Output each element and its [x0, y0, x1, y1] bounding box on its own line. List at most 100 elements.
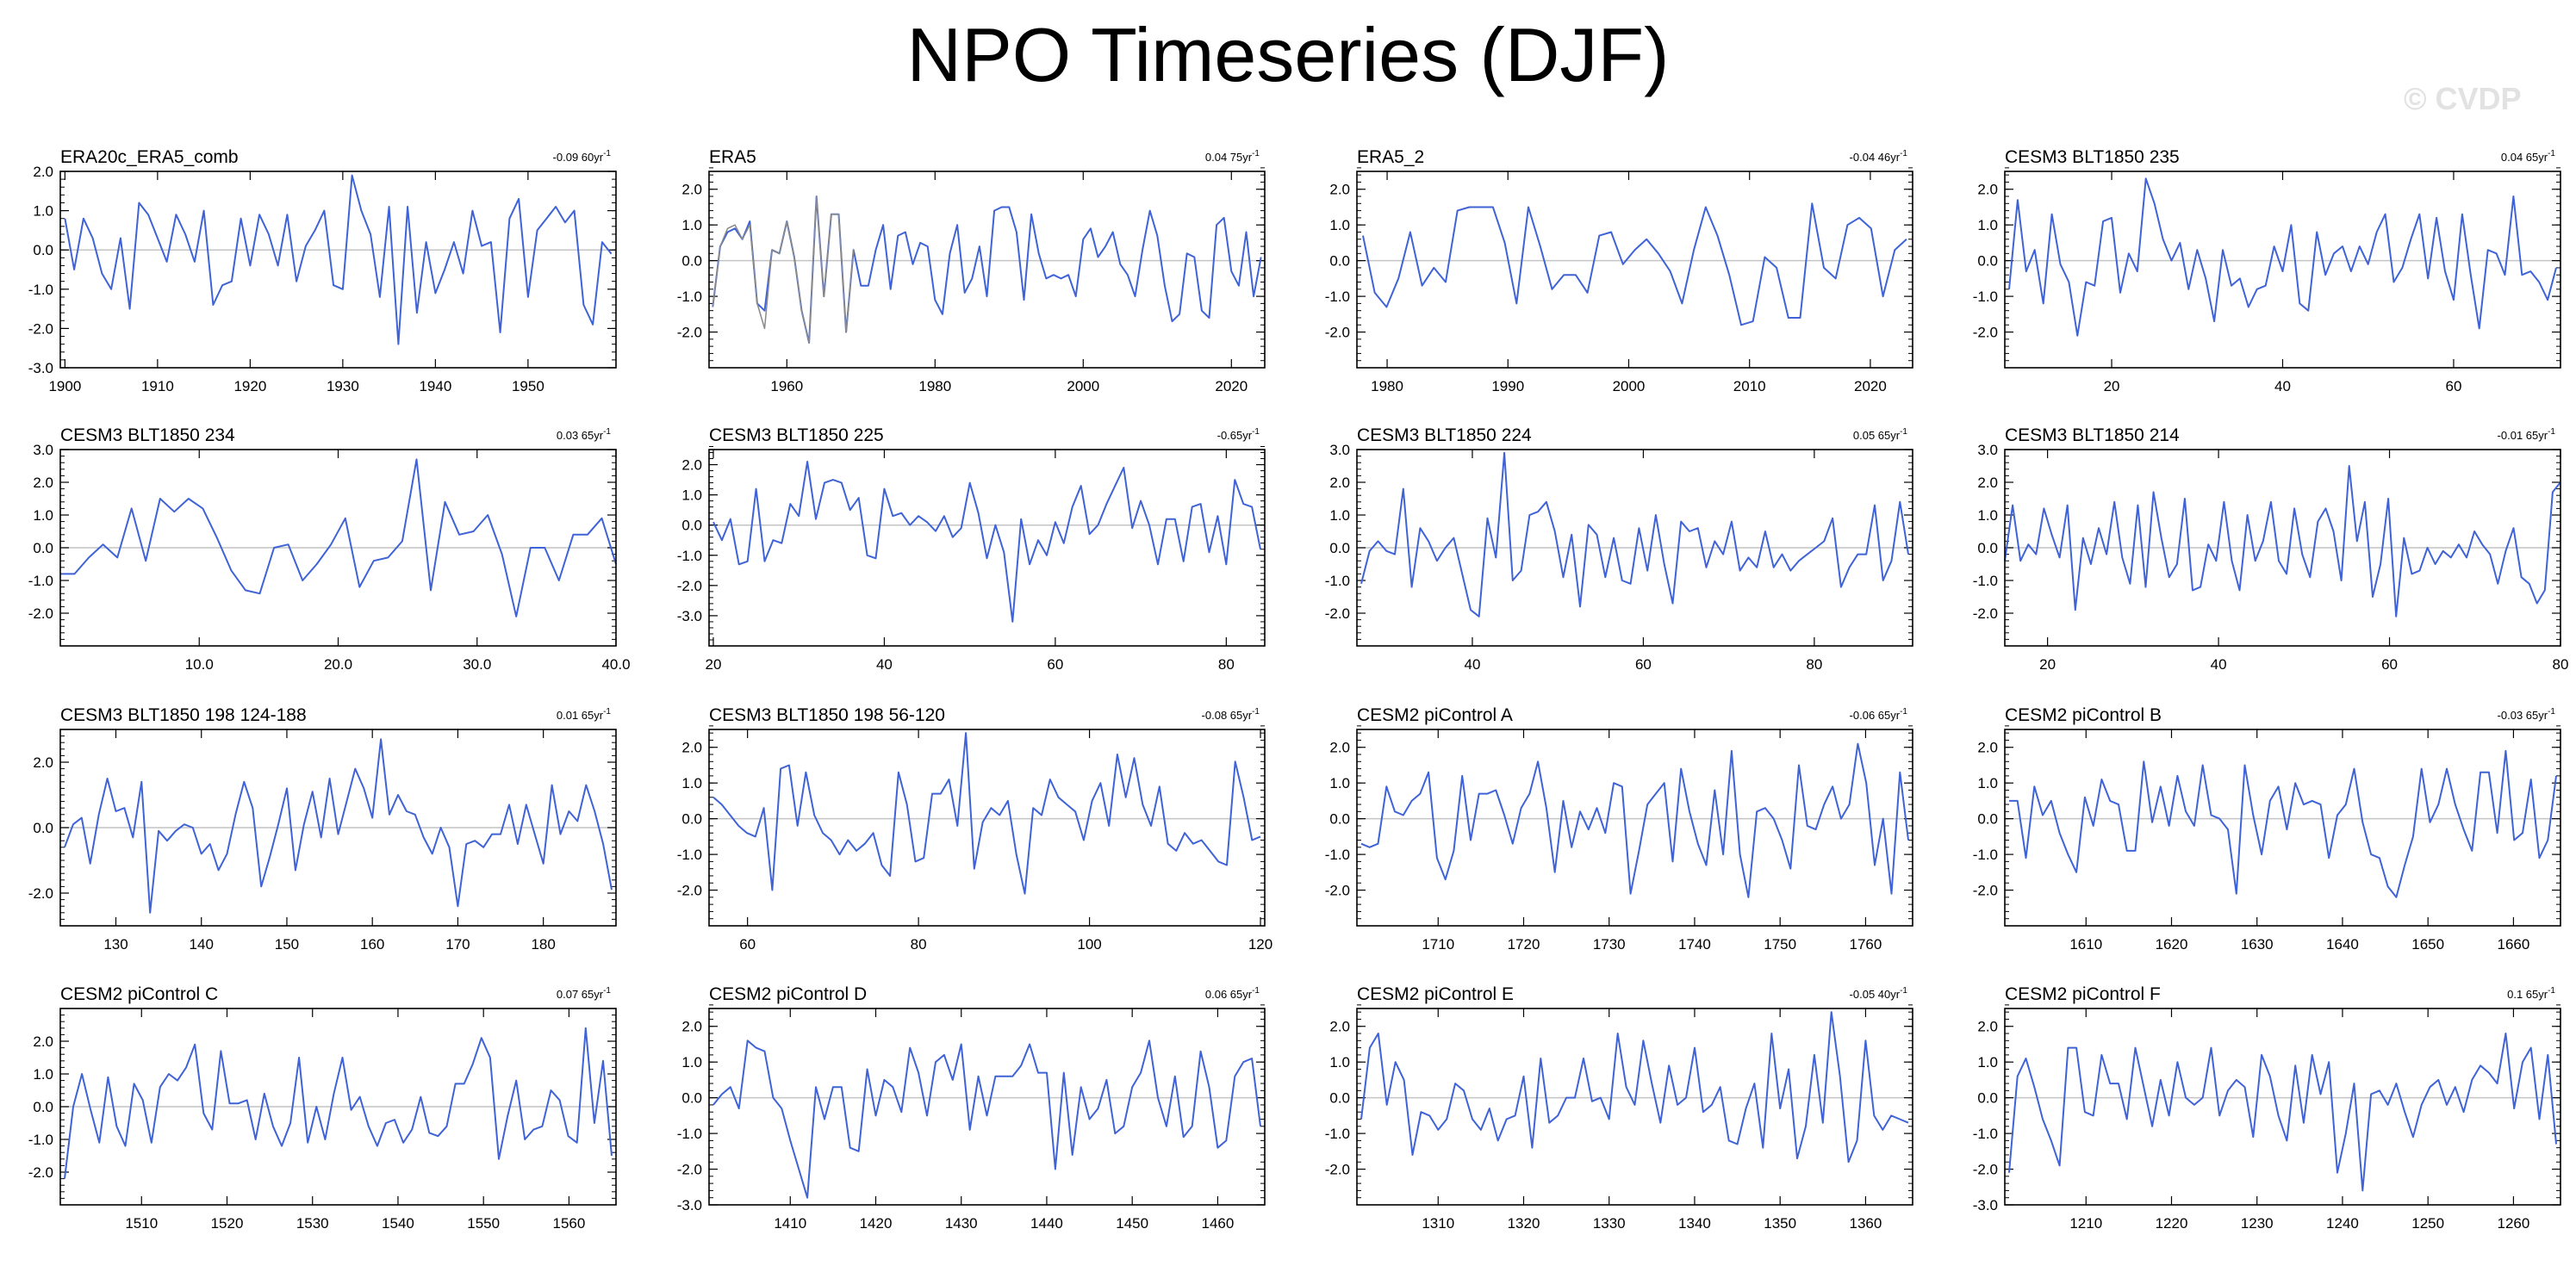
trend-exponent: -1: [2548, 986, 2555, 996]
x-tick-label: 2020: [1854, 378, 1887, 394]
series-line: [1360, 1011, 1909, 1164]
panel-title: CESM3 BLT1850 198 124-188: [60, 705, 307, 725]
y-tick-label: 0.0: [681, 518, 702, 534]
trend-exponent: -1: [2548, 427, 2555, 437]
y-minor-ticks: [709, 167, 1265, 369]
y-tick-label: -1.0: [1973, 847, 1998, 863]
x-tick-label: 40: [2274, 378, 2291, 394]
y-tick-label: -2.0: [1973, 325, 1998, 341]
x-tick-label: 1420: [860, 1215, 893, 1232]
y-tick-label: 1.0: [1329, 1054, 1350, 1071]
plot-frame: [2004, 729, 2561, 927]
y-tick-label: 2.0: [681, 1019, 702, 1035]
y-tick-label: 0.0: [1977, 540, 1998, 556]
x-tick-label: 1230: [2241, 1215, 2274, 1232]
trend-text: -0.05 40yr: [1850, 988, 1901, 1001]
plot-frame: [59, 171, 617, 369]
y-tick-label: -1.0: [28, 573, 53, 589]
x-tick-label: 1430: [945, 1215, 978, 1232]
x-tick-label: 1710: [1422, 936, 1454, 953]
y-tick-label: 1.0: [1329, 775, 1350, 791]
y-tick-label: -2.0: [1973, 605, 1998, 622]
y-tick-label: 2.0: [1977, 475, 1998, 491]
x-tick-label: 20: [706, 656, 722, 673]
x-tick-label: 40: [1465, 656, 1481, 673]
x-tick-label: 1530: [296, 1215, 329, 1232]
x-tick-label: 1240: [2326, 1215, 2359, 1232]
plot-frame: [708, 171, 1266, 369]
trend-label: -0.01 65yr-1: [2498, 427, 2556, 442]
chart-panel-10: CESM3 BLT1850 198 56-120 -0.08 65yr-1 -2.0…: [677, 705, 1273, 953]
series-line: [712, 195, 1262, 344]
y-tick-label: 1.0: [33, 203, 53, 220]
y-tick-label: 0.0: [1977, 811, 1998, 828]
x-tick-label: 1330: [1593, 1215, 1626, 1232]
y-tick-label: -2.0: [1325, 605, 1350, 622]
y-tick-label: 0.0: [681, 811, 702, 828]
series-line: [2008, 177, 2557, 337]
cvdp-watermark: © CVDP: [2404, 81, 2522, 116]
y-tick-label: 2.0: [1977, 740, 1998, 756]
panel-title: CESM3 BLT1850 235: [2005, 147, 2180, 167]
x-tick-label: 1360: [1850, 1215, 1882, 1232]
y-tick-label: -1.0: [1325, 1126, 1350, 1142]
x-tick-label: 1250: [2411, 1215, 2444, 1232]
panel-title: CESM3 BLT1850 225: [709, 425, 884, 445]
trend-label: -0.04 46yr-1: [1850, 149, 1908, 164]
trend-label: 0.05 65yr-1: [1853, 427, 1908, 442]
x-tick-label: 1260: [2498, 1215, 2530, 1232]
y-tick-label: -1.0: [677, 548, 702, 564]
y-tick-label: -2.0: [677, 325, 702, 341]
y-tick-label: 1.0: [33, 1066, 53, 1083]
x-tick-label: 100: [1077, 936, 1101, 953]
x-tick-label: 150: [275, 936, 299, 953]
x-tick-label: 1960: [770, 378, 803, 394]
series-line: [2009, 749, 2557, 898]
plot-frame: [1356, 729, 1913, 927]
series-line: [2008, 1033, 2557, 1192]
y-tick-label: 0.0: [1977, 253, 1998, 270]
x-tick-label: 1900: [48, 378, 81, 394]
plot-frame: [59, 729, 617, 927]
trend-text: 0.01 65yr: [557, 709, 604, 722]
chart-panel-5: CESM3 BLT1850 234 0.03 65yr-1 -2.0 -1.0 0.0 1…: [28, 425, 631, 673]
x-tick-label: 1540: [382, 1215, 414, 1232]
trend-label: 0.06 65yr-1: [1205, 986, 1260, 1001]
chart-panel-16: CESM2 piControl F 0.1 65yr-1 -3.0 -2.0 -1.0 0…: [1973, 984, 2561, 1232]
y-tick-label: 2.0: [681, 740, 702, 756]
chart-panel-6: CESM3 BLT1850 225 -0.65yr-1 -3.0 -2.0 -1.0 0.…: [677, 425, 1266, 673]
y-tick-label: -2.0: [28, 320, 53, 337]
trend-text: 0.06 65yr: [1205, 988, 1253, 1001]
x-tick-label: 40: [876, 656, 893, 673]
y-tick-label: -2.0: [28, 885, 53, 902]
trend-text: -0.04 46yr: [1850, 151, 1901, 164]
trend-exponent: -1: [2548, 707, 2555, 717]
x-tick-label: 1660: [2498, 936, 2530, 953]
panel-title: CESM3 BLT1850 198 56-120: [709, 705, 945, 725]
trend-label: 0.07 65yr-1: [557, 986, 612, 1001]
trend-exponent: -1: [1900, 986, 1907, 996]
plot-frame: [59, 449, 617, 647]
x-tick-label: 80: [2553, 656, 2569, 673]
trend-text: 0.1 65yr: [2507, 988, 2548, 1001]
y-tick-label: 2.0: [1329, 475, 1350, 491]
trend-label: 0.03 65yr-1: [557, 427, 612, 442]
chart-panel-11: CESM2 piControl A -0.06 65yr-1 -2.0 -1.0 0.0…: [1325, 705, 1913, 953]
y-tick-label: -2.0: [677, 883, 702, 899]
x-tick-label: 1910: [141, 378, 174, 394]
panel-title: CESM2 piControl C: [60, 984, 218, 1004]
trend-label: 0.04 65yr-1: [2501, 149, 2556, 164]
panel-title: ERA20c_ERA5_comb: [60, 147, 239, 167]
x-tick-label: 20.0: [324, 656, 352, 673]
y-tick-label: 2.0: [681, 182, 702, 198]
x-tick-label: 1640: [2326, 936, 2359, 953]
x-tick-label: 1750: [1764, 936, 1796, 953]
y-minor-ticks: [709, 725, 1265, 927]
x-tick-label: 30.0: [463, 656, 491, 673]
trend-text: 0.04 75yr: [1205, 151, 1253, 164]
y-tick-label: 2.0: [33, 754, 53, 771]
y-tick-label: -1.0: [677, 847, 702, 863]
y-tick-label: -2.0: [1325, 325, 1350, 341]
y-tick-label: -1.0: [1973, 289, 1998, 305]
